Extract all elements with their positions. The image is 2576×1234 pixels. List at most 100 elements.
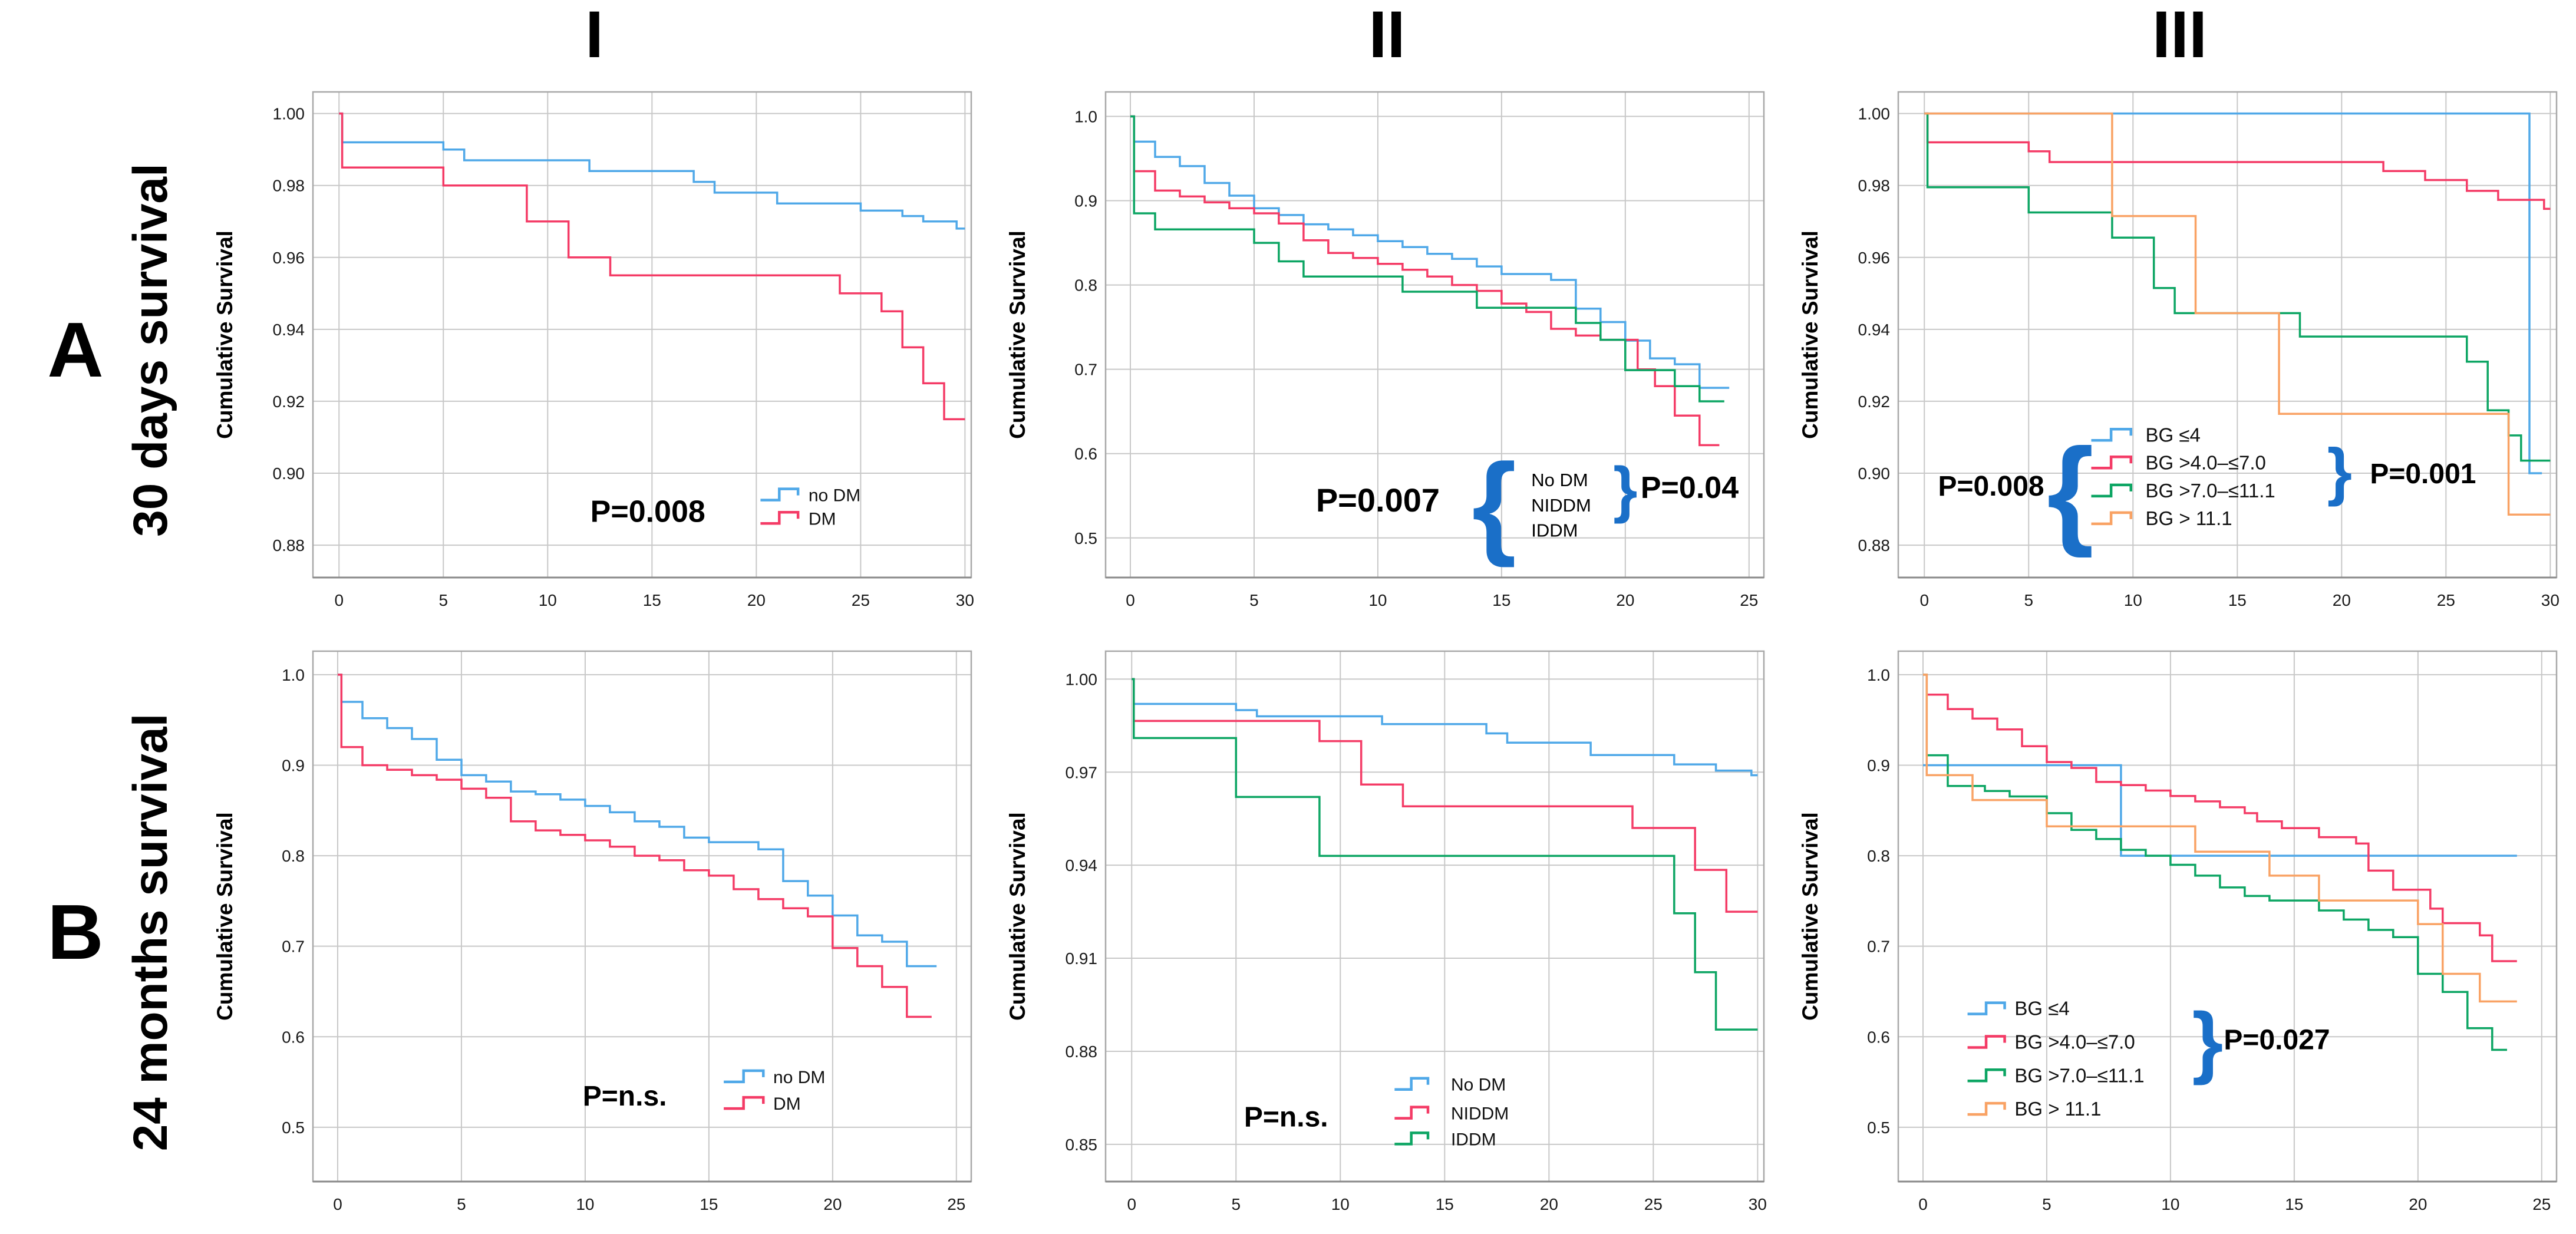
survival-chart-B-II: 0 5 10 15 20 25 30 1.00 0.97 0.94 0.91 0.88 0.85 Cumu… bbox=[991, 631, 1783, 1234]
svg-text:Cumulative Survival: Cumulative Survival bbox=[1005, 230, 1030, 439]
svg-text:0.98: 0.98 bbox=[273, 177, 305, 195]
svg-text:25: 25 bbox=[1740, 591, 1758, 609]
row-label-B: B 24 months survival bbox=[0, 631, 198, 1234]
row-letter-B: B bbox=[47, 889, 104, 975]
svg-text:NIDDM: NIDDM bbox=[1531, 495, 1591, 516]
svg-text:}: } bbox=[1613, 454, 1637, 524]
svg-text:25: 25 bbox=[852, 591, 870, 609]
svg-text:15: 15 bbox=[1492, 591, 1510, 609]
svg-text:20: 20 bbox=[1616, 591, 1634, 609]
svg-text:5: 5 bbox=[457, 1195, 466, 1213]
svg-text:P=0.001: P=0.001 bbox=[2370, 458, 2476, 490]
svg-text:0.98: 0.98 bbox=[1858, 177, 1891, 195]
svg-text:0.88: 0.88 bbox=[1066, 1042, 1098, 1061]
svg-text:0: 0 bbox=[1918, 1195, 1928, 1213]
svg-text:25: 25 bbox=[2532, 1195, 2551, 1213]
svg-text:0.90: 0.90 bbox=[1858, 464, 1891, 483]
svg-text:25: 25 bbox=[2437, 591, 2455, 609]
column-header-II: II bbox=[991, 0, 1783, 70]
svg-text:0.96: 0.96 bbox=[1858, 249, 1891, 267]
svg-text:0: 0 bbox=[334, 591, 344, 609]
svg-text:0.6: 0.6 bbox=[1867, 1028, 1890, 1046]
svg-text:0.97: 0.97 bbox=[1066, 763, 1098, 781]
svg-text:no DM: no DM bbox=[773, 1068, 825, 1087]
svg-text:P=0.027: P=0.027 bbox=[2224, 1025, 2330, 1056]
svg-text:0.9: 0.9 bbox=[1074, 192, 1097, 210]
svg-text:30: 30 bbox=[956, 591, 974, 609]
svg-text:0.85: 0.85 bbox=[1066, 1136, 1098, 1154]
svg-text:30: 30 bbox=[1749, 1195, 1767, 1213]
row-title-24-months-survival: 24 months survival bbox=[124, 713, 177, 1151]
svg-text:15: 15 bbox=[700, 1195, 718, 1213]
svg-text:1.0: 1.0 bbox=[1867, 666, 1890, 684]
svg-text:0.94: 0.94 bbox=[1066, 856, 1098, 875]
svg-text:0.5: 0.5 bbox=[1074, 529, 1097, 547]
svg-text:0.9: 0.9 bbox=[282, 757, 305, 775]
survival-chart-A-II: 0 5 10 15 20 25 1.0 0.9 0.8 0.7 0.6 0.5 Cumulative S… bbox=[991, 70, 1783, 631]
figure-corner bbox=[0, 0, 198, 70]
svg-text:25: 25 bbox=[947, 1195, 965, 1213]
svg-text:0.88: 0.88 bbox=[273, 536, 305, 555]
svg-text:25: 25 bbox=[1644, 1195, 1663, 1213]
svg-text:BG > 11.1: BG > 11.1 bbox=[2146, 507, 2232, 529]
svg-text:1.0: 1.0 bbox=[1074, 107, 1097, 126]
svg-text:0.5: 0.5 bbox=[1867, 1118, 1890, 1137]
svg-text:0.7: 0.7 bbox=[1867, 938, 1890, 956]
svg-text:10: 10 bbox=[1368, 591, 1387, 609]
svg-text:P=0.008: P=0.008 bbox=[1938, 471, 2044, 502]
svg-text:BG >4.0–≤7.0: BG >4.0–≤7.0 bbox=[2146, 451, 2266, 473]
svg-text:{: { bbox=[1472, 440, 1517, 568]
svg-text:20: 20 bbox=[747, 591, 766, 609]
column-header-II-label: II bbox=[1368, 0, 1406, 71]
svg-text:30: 30 bbox=[2541, 591, 2559, 609]
svg-text:P=n.s.: P=n.s. bbox=[583, 1081, 667, 1112]
svg-text:IDDM: IDDM bbox=[1451, 1130, 1496, 1149]
svg-text:0.9: 0.9 bbox=[1867, 757, 1890, 775]
svg-text:0.92: 0.92 bbox=[1858, 392, 1891, 411]
svg-text:P=0.04: P=0.04 bbox=[1641, 471, 1739, 505]
survival-chart-B-III: 0 5 10 15 20 25 1.0 0.9 0.8 0.7 0.6 0.5 Cumulative S… bbox=[1783, 631, 2576, 1234]
row-title-30-days-survival: 30 days survival bbox=[124, 163, 177, 537]
svg-text:20: 20 bbox=[2409, 1195, 2427, 1213]
svg-text:0: 0 bbox=[1919, 591, 1929, 609]
svg-text:0.8: 0.8 bbox=[1074, 276, 1097, 295]
svg-text:10: 10 bbox=[539, 591, 557, 609]
svg-text:15: 15 bbox=[1436, 1195, 1454, 1213]
svg-text:1.00: 1.00 bbox=[1858, 105, 1891, 123]
svg-text:0.7: 0.7 bbox=[1074, 361, 1097, 379]
svg-text:1.00: 1.00 bbox=[273, 105, 305, 123]
svg-text:0.94: 0.94 bbox=[1858, 321, 1891, 339]
svg-text:DM: DM bbox=[773, 1094, 801, 1114]
svg-text:0.91: 0.91 bbox=[1066, 949, 1098, 968]
svg-text:DM: DM bbox=[809, 509, 836, 529]
svg-text:BG >4.0–≤7.0: BG >4.0–≤7.0 bbox=[2014, 1031, 2135, 1052]
svg-text:0: 0 bbox=[333, 1195, 342, 1213]
svg-text:BG ≤4: BG ≤4 bbox=[2146, 424, 2201, 446]
svg-text:{: { bbox=[2047, 424, 2094, 559]
svg-text:0.8: 0.8 bbox=[1867, 847, 1890, 865]
svg-text:0: 0 bbox=[1127, 1195, 1136, 1213]
svg-text:10: 10 bbox=[2124, 591, 2142, 609]
svg-text:20: 20 bbox=[823, 1195, 842, 1213]
survival-chart-A-III: 0 5 10 15 20 25 30 1.00 0.98 0.96 0.94 0.92 0.90 0.88… bbox=[1783, 70, 2576, 631]
survival-chart-A-I: 0 5 10 15 20 25 30 1.00 0.98 0.96 0.94 0.92 0.90 0.88… bbox=[198, 70, 991, 631]
svg-text:NIDDM: NIDDM bbox=[1451, 1104, 1509, 1124]
svg-text:BG >7.0–≤11.1: BG >7.0–≤11.1 bbox=[2014, 1064, 2144, 1086]
svg-text:0.88: 0.88 bbox=[1858, 536, 1891, 555]
svg-text:5: 5 bbox=[2042, 1195, 2051, 1213]
svg-text:0.96: 0.96 bbox=[273, 249, 305, 267]
svg-text:15: 15 bbox=[643, 591, 661, 609]
svg-text:5: 5 bbox=[1249, 591, 1259, 609]
svg-text:15: 15 bbox=[2285, 1195, 2303, 1213]
svg-text:5: 5 bbox=[2024, 591, 2033, 609]
svg-text:Cumulative Survival: Cumulative Survival bbox=[1798, 812, 1822, 1021]
svg-text:IDDM: IDDM bbox=[1531, 520, 1578, 541]
svg-text:0.7: 0.7 bbox=[282, 938, 305, 956]
svg-text:Cumulative Survival: Cumulative Survival bbox=[213, 812, 237, 1021]
column-header-III-label: III bbox=[2152, 0, 2208, 71]
svg-text:}: } bbox=[2327, 435, 2352, 507]
column-header-III: III bbox=[1783, 0, 2576, 70]
svg-text:0.6: 0.6 bbox=[282, 1028, 305, 1046]
svg-text:Cumulative Survival: Cumulative Survival bbox=[1005, 812, 1030, 1021]
